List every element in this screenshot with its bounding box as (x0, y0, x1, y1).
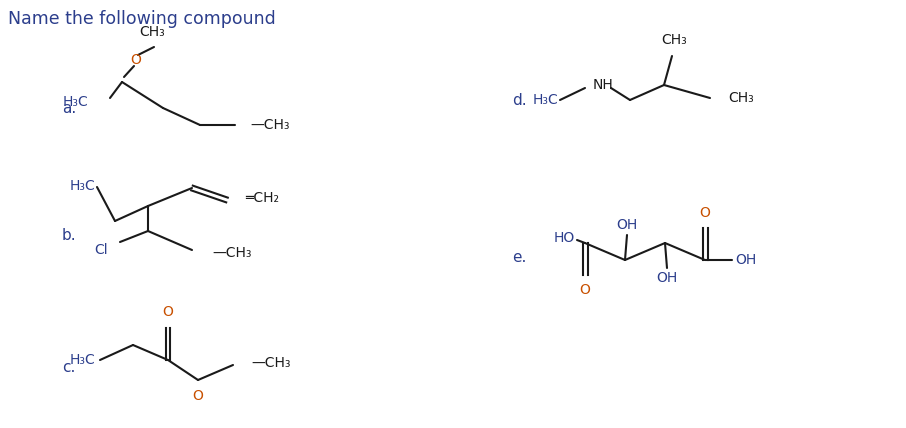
Text: O: O (130, 53, 141, 67)
Text: —CH₃: —CH₃ (251, 356, 291, 370)
Text: OH: OH (656, 271, 678, 285)
Text: —CH₃: —CH₃ (212, 246, 252, 260)
Text: e.: e. (512, 250, 526, 265)
Text: OH: OH (616, 218, 638, 232)
Text: NH: NH (593, 78, 613, 92)
Text: O: O (162, 305, 173, 319)
Text: b.: b. (62, 228, 77, 243)
Text: Name the following compound: Name the following compound (8, 10, 275, 28)
Text: —CH₃: —CH₃ (250, 118, 290, 132)
Text: ═CH₂: ═CH₂ (245, 191, 279, 205)
Text: O: O (580, 283, 591, 297)
Text: OH: OH (735, 253, 757, 267)
Text: H₃C: H₃C (69, 353, 95, 367)
Text: CH₃: CH₃ (728, 91, 754, 105)
Text: H₃C: H₃C (532, 93, 558, 107)
Text: H₃C: H₃C (63, 95, 88, 109)
Text: Cl: Cl (94, 243, 108, 257)
Text: HO: HO (554, 231, 575, 245)
Text: c.: c. (62, 360, 75, 375)
Text: CH₃: CH₃ (140, 25, 165, 39)
Text: H₃C: H₃C (69, 179, 95, 193)
Text: CH₃: CH₃ (661, 33, 687, 47)
Text: a.: a. (62, 101, 76, 116)
Text: O: O (193, 389, 204, 403)
Text: O: O (699, 206, 710, 220)
Text: d.: d. (512, 92, 526, 107)
